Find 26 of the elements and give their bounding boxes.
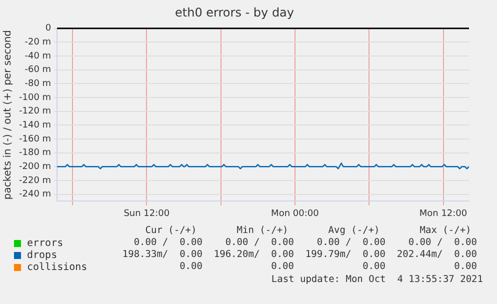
y-tick-label: -220 m	[18, 176, 52, 186]
y-tick-label: -80 m	[24, 79, 52, 90]
y-tick-label: -100 m	[18, 92, 52, 103]
legend-label: errors	[27, 238, 64, 248]
x-tick-label: Mon 00:00	[271, 208, 320, 219]
y-tick-label: -140 m	[18, 120, 52, 131]
y-tick-label: -120 m	[18, 106, 52, 117]
legend-label: collisions	[27, 262, 88, 272]
y-tick-label: 0	[45, 24, 52, 34]
x-tick-label: Mon 12:00	[419, 208, 468, 219]
chart-title: eth0 errors - by day	[174, 5, 294, 20]
text: 0.00 0.00 0.00 0.00	[178, 261, 477, 273]
y-tick-label: -20 m	[24, 38, 52, 48]
text: 198.33m/ 0.00 196.20m/ 0.00 199.79m/ 0.00 202.44m/ 0.00	[121, 249, 477, 261]
text: 0.00 / 0.00 0.00 / 0.00 0.00 / 0.00 0.00 / 0.00	[132, 237, 477, 249]
text: Cur (-/+) Min (-/+) Avg (-/+) Max (-/+)	[144, 225, 472, 237]
y-axis-title: packets in (-) / out (+) per second	[2, 30, 14, 200]
y-tick-label: -40 m	[24, 51, 52, 62]
y-tick-label: -60 m	[24, 65, 52, 76]
y-tick-label: -160 m	[18, 134, 52, 144]
y-tick-label: -180 m	[18, 148, 52, 158]
y-tick-label: -240 m	[18, 190, 52, 200]
legend-label: drops	[27, 250, 58, 260]
y-tick-label: -200 m	[18, 162, 52, 172]
text: Last update: Mon Oct 4 13:55:37 2021	[271, 274, 483, 286]
x-tick-label: Sun 12:00	[124, 208, 170, 219]
